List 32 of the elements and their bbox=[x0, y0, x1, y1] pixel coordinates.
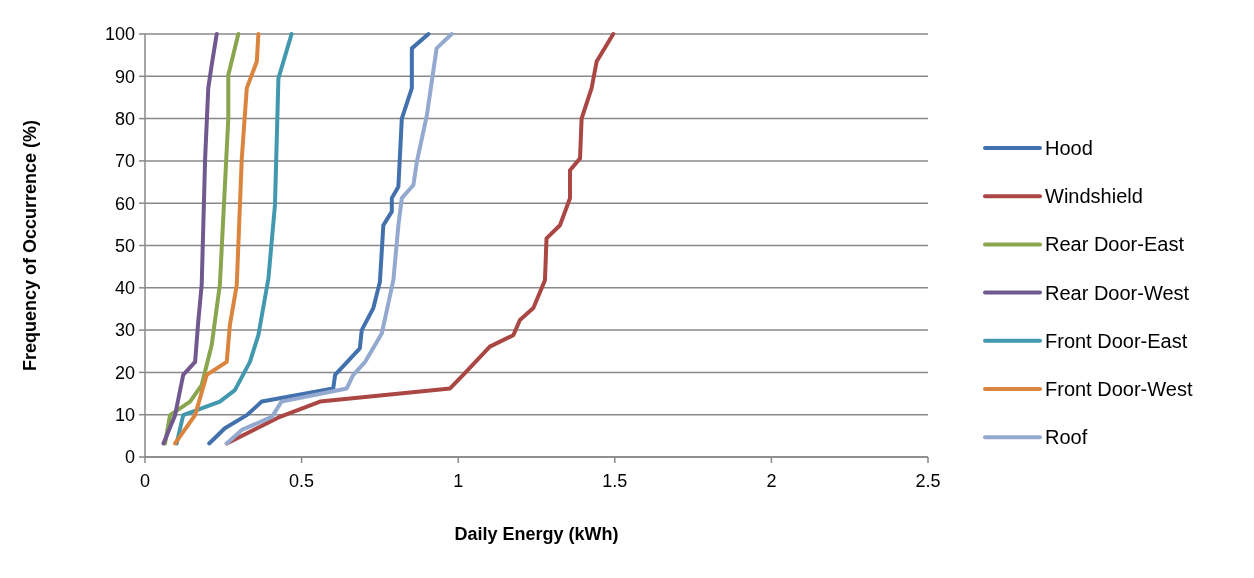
legend-label: Windshield bbox=[1045, 185, 1143, 208]
legend-label: Rear Door-East bbox=[1045, 233, 1185, 256]
legend-label: Hood bbox=[1045, 137, 1093, 159]
y-tick-label: 40 bbox=[114, 278, 135, 299]
y-axis-title: Frequency of Occurrence (%) bbox=[20, 119, 40, 372]
y-tick-label: 60 bbox=[114, 193, 135, 214]
x-axis-title: Daily Energy (kWh) bbox=[454, 524, 619, 544]
line-series bbox=[161, 32, 219, 446]
y-tick-label: 70 bbox=[114, 151, 135, 172]
y-tick-label: 30 bbox=[114, 320, 135, 341]
x-tick-label: 1 bbox=[453, 471, 464, 491]
y-tick-label: 90 bbox=[114, 66, 135, 87]
legend-label: Front Door-West bbox=[1045, 378, 1193, 400]
line-series bbox=[163, 32, 241, 446]
legend-label: Roof bbox=[1045, 426, 1088, 449]
line-series bbox=[173, 32, 261, 446]
x-tick-label: 1.5 bbox=[602, 471, 628, 491]
line-series bbox=[224, 32, 454, 446]
line-series bbox=[174, 32, 294, 446]
y-tick-label: 50 bbox=[114, 235, 135, 256]
legend-label: Rear Door-West bbox=[1045, 281, 1190, 304]
y-tick-label: 10 bbox=[114, 405, 135, 425]
legend-label: Front Door-East bbox=[1045, 329, 1188, 352]
y-tick-label: 0 bbox=[124, 447, 135, 468]
y-tick-label: 100 bbox=[104, 24, 135, 45]
y-tick-label: 80 bbox=[114, 108, 135, 129]
x-tick-label: 2.5 bbox=[915, 471, 941, 491]
x-tick-label: 0.5 bbox=[289, 471, 315, 491]
y-tick-label: 20 bbox=[114, 362, 135, 383]
x-tick-label: 0 bbox=[139, 471, 151, 491]
x-tick-label: 2 bbox=[766, 471, 777, 491]
line-series bbox=[207, 32, 431, 446]
